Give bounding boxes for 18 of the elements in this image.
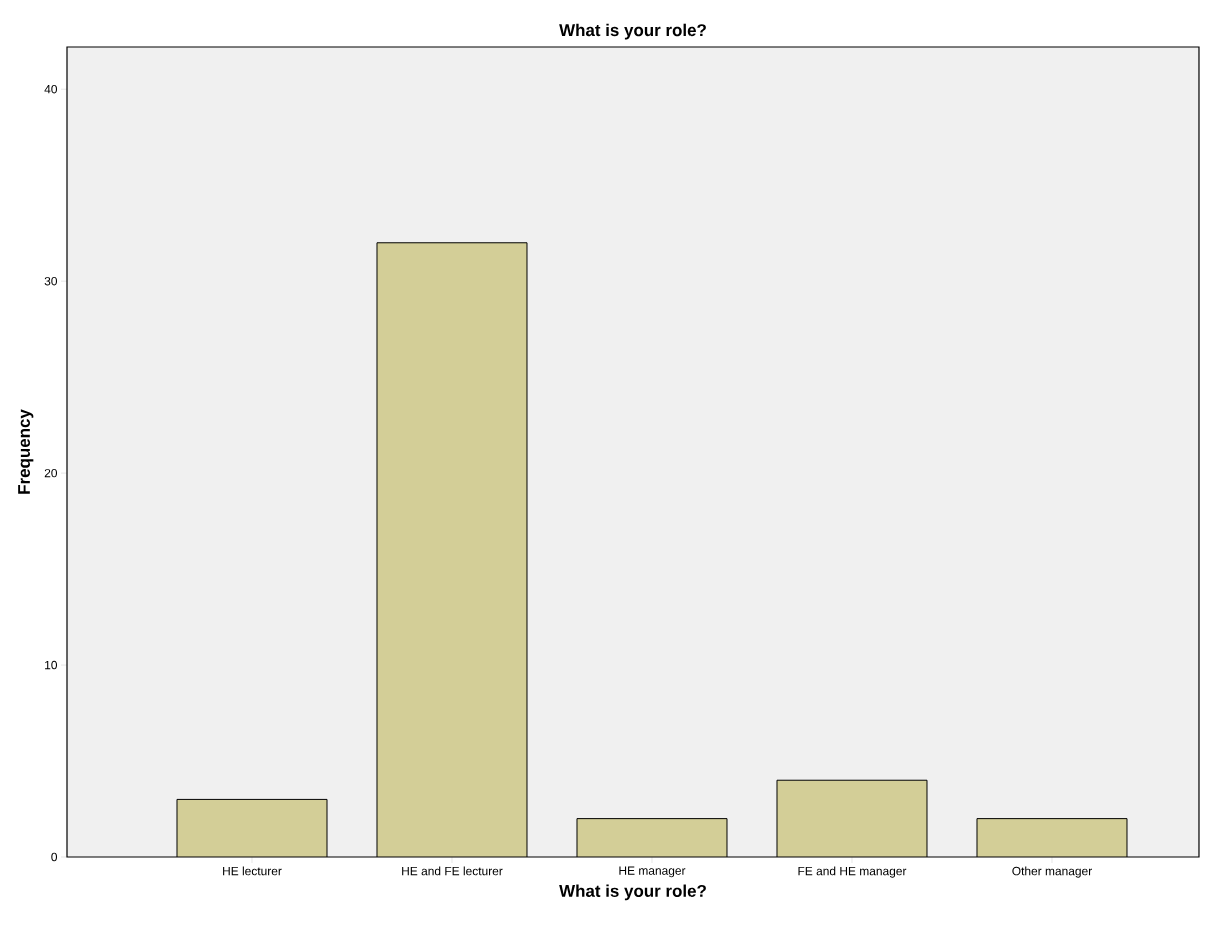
y-tick-label: 20 <box>44 468 58 478</box>
x-tick-label: HE lecturer <box>223 866 282 876</box>
x-tick-label: HE manager <box>619 866 686 878</box>
bar <box>576 818 728 857</box>
bar <box>376 242 527 857</box>
y-tick-label: 10 <box>45 660 58 670</box>
x-tick-label: Other manager <box>1012 866 1092 878</box>
x-tick-label: FE and HE manager <box>798 866 907 878</box>
bar <box>976 818 1128 857</box>
y-tick-label: 0 <box>51 852 58 862</box>
chart-title: What is your role? <box>559 23 706 40</box>
x-axis-title: What is your role? <box>559 884 706 901</box>
x-tick-label: HE and FE lecturer <box>402 866 503 876</box>
bar <box>776 779 928 857</box>
y-tick-label: 40 <box>44 84 58 94</box>
bar <box>176 798 328 857</box>
y-axis-title: Frequency <box>18 409 34 494</box>
y-tick-label: 30 <box>44 276 58 286</box>
